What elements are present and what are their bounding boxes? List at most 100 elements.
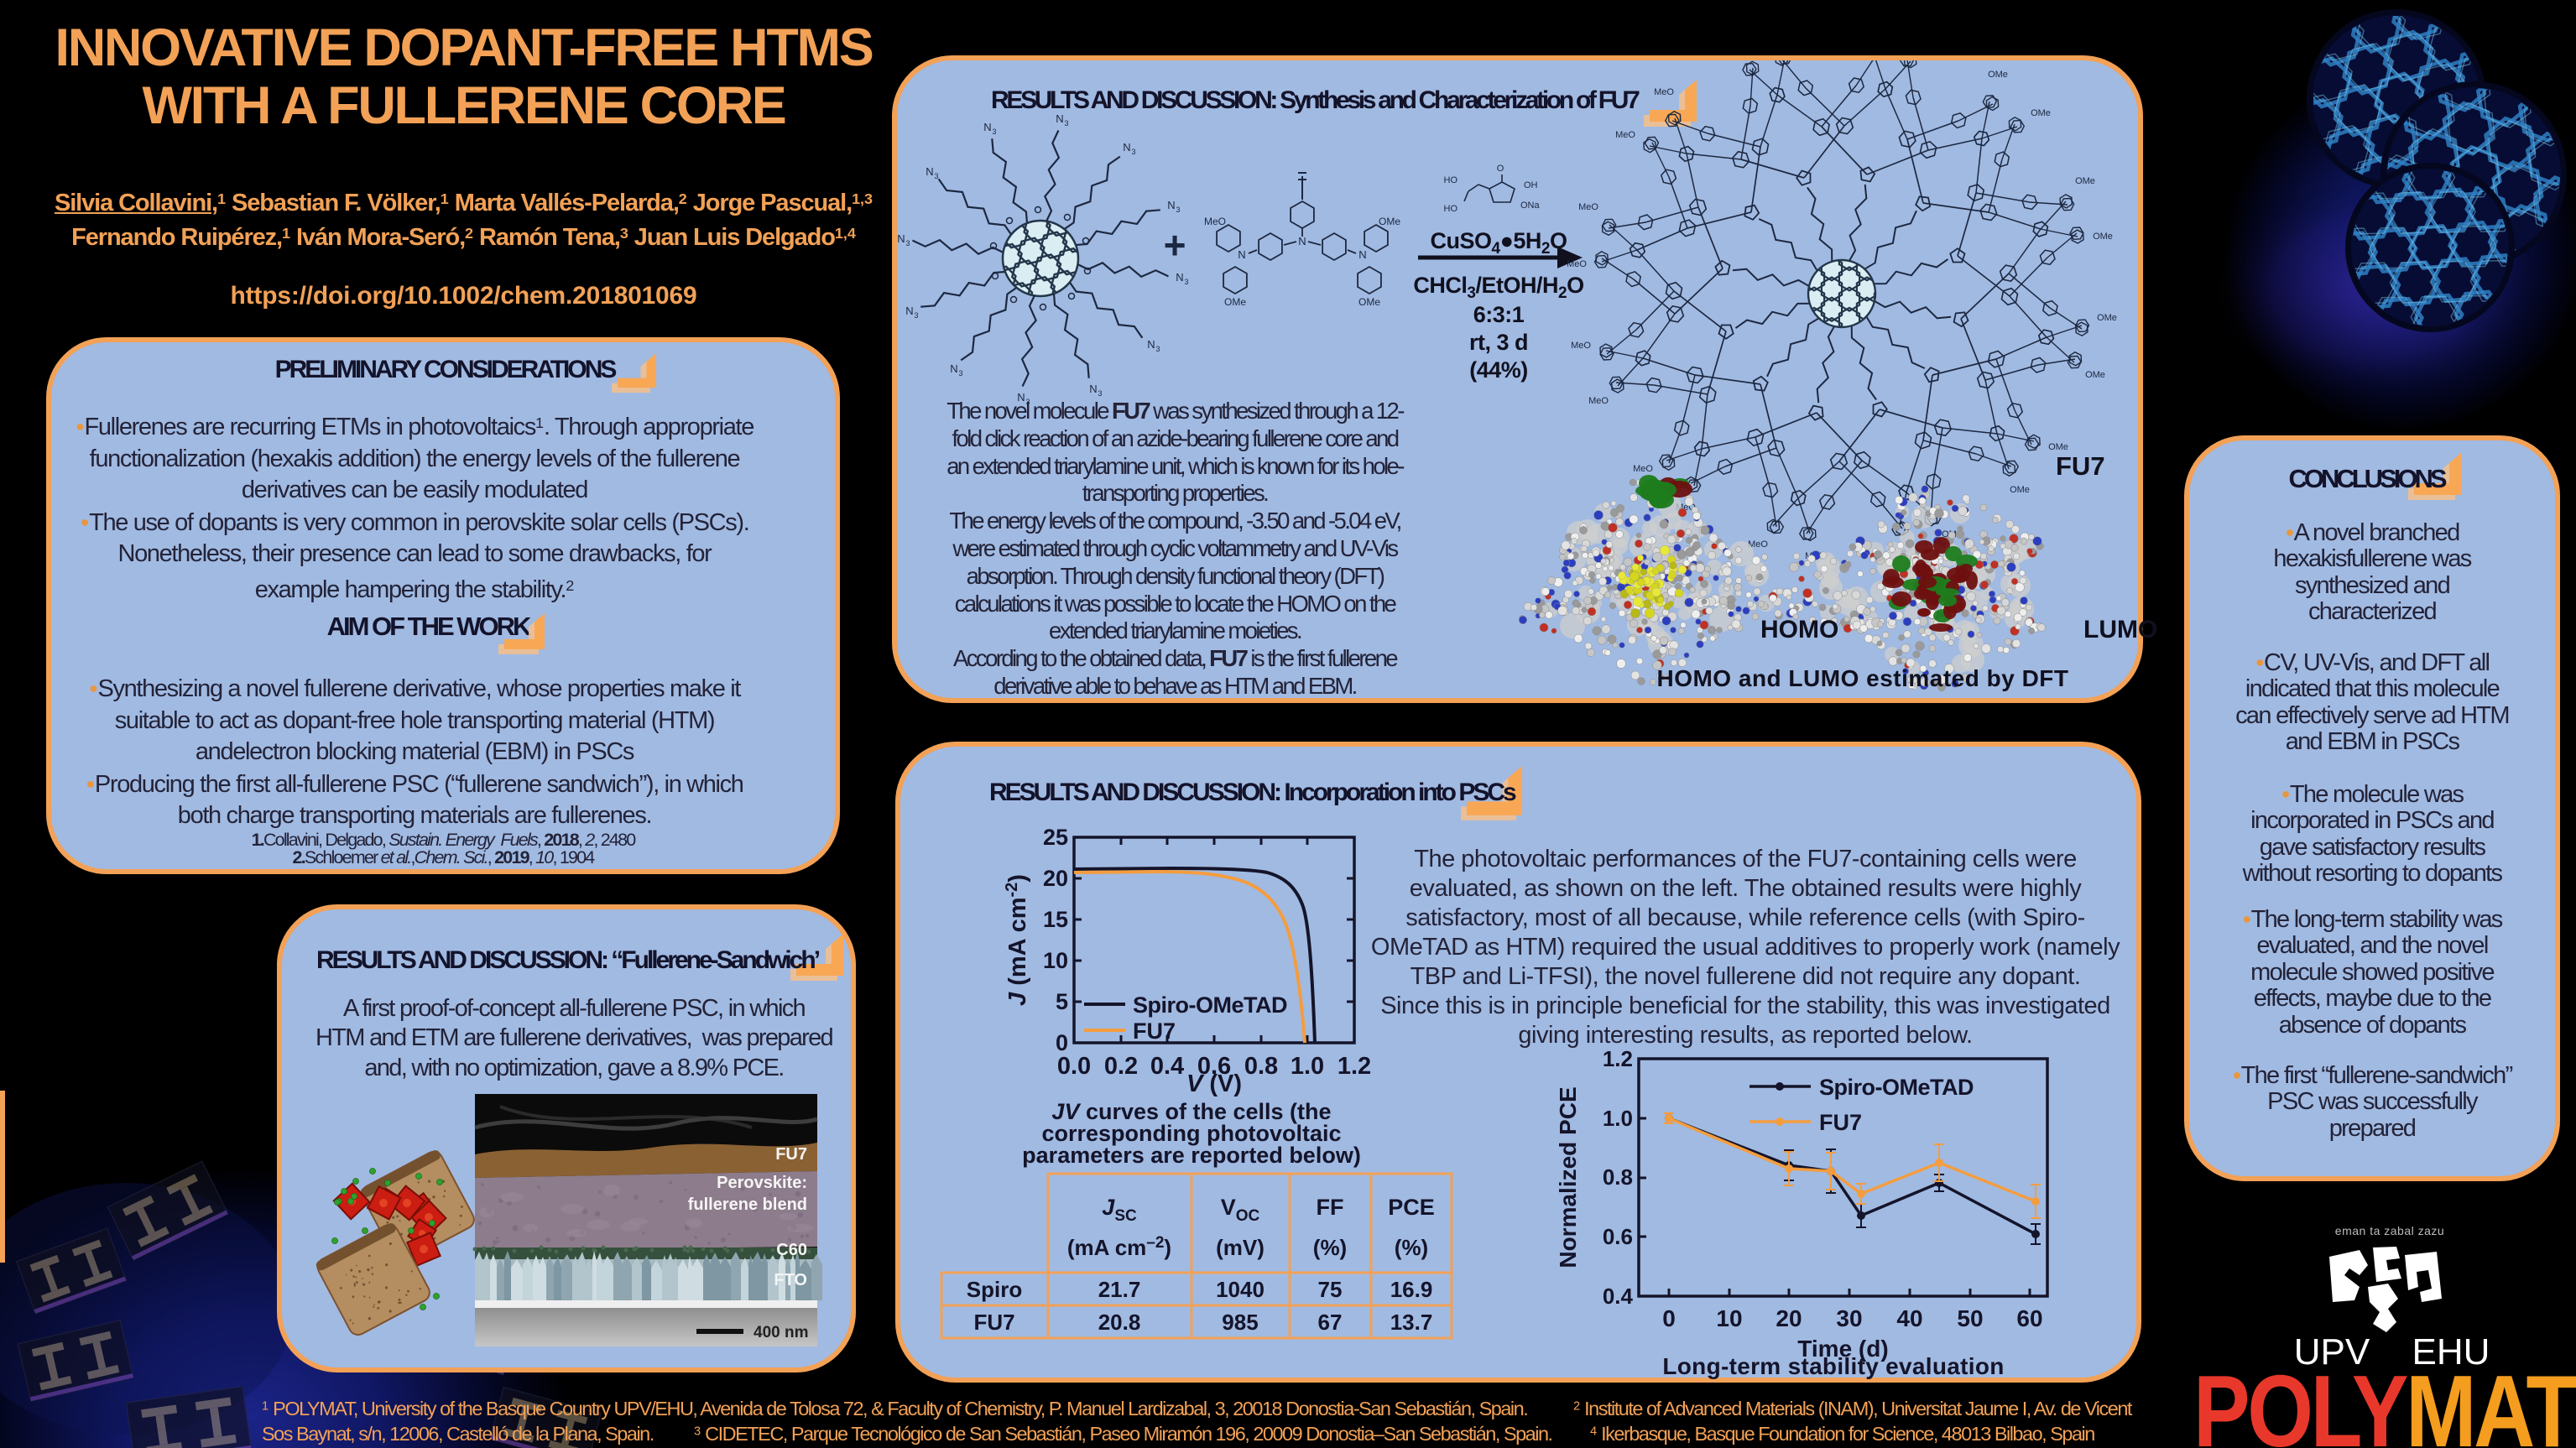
svg-text:O: O — [1497, 164, 1504, 174]
svg-text:MeO: MeO — [1204, 216, 1226, 227]
svg-text:20: 20 — [1776, 1305, 1802, 1331]
svg-text:400 nm: 400 nm — [754, 1324, 808, 1341]
svg-text:21.7: 21.7 — [1098, 1277, 1141, 1302]
svg-text:0.8: 0.8 — [1244, 1053, 1278, 1080]
svg-text:N: N — [1298, 235, 1306, 247]
svg-text:OMe: OMe — [2048, 442, 2068, 452]
svg-text:3: 3 — [1176, 206, 1180, 214]
svg-text:N: N — [1358, 248, 1366, 261]
svg-text:MeO: MeO — [1654, 87, 1674, 97]
svg-text:J (mA cm-2): J (mA cm-2) — [1003, 874, 1031, 1006]
svg-text:FTO: FTO — [774, 1271, 807, 1289]
svg-text:OMe: OMe — [1379, 216, 1400, 227]
svg-text:OMe: OMe — [1988, 70, 2008, 80]
svg-text:3: 3 — [1155, 345, 1160, 353]
svg-text:10: 10 — [1716, 1305, 1742, 1331]
svg-text:1.2: 1.2 — [1338, 1053, 1371, 1080]
svg-text:1.0: 1.0 — [1291, 1053, 1324, 1080]
svg-text:(mA cm–2): (mA cm–2) — [1067, 1234, 1171, 1260]
svg-text:67: 67 — [1318, 1310, 1343, 1335]
svg-text:C60: C60 — [776, 1241, 807, 1259]
svg-text:0.4: 0.4 — [1603, 1284, 1634, 1309]
svg-text:FU7: FU7 — [973, 1310, 1014, 1335]
svg-text:CuSO4●5H2O: CuSO4●5H2O — [1430, 228, 1567, 258]
svg-text:0.6: 0.6 — [1603, 1224, 1633, 1249]
svg-text:EHU: EHU — [2412, 1331, 2490, 1372]
svg-text:1040: 1040 — [1216, 1277, 1265, 1302]
svg-text:JV curves of the cells (the: JV curves of the cells (the — [1051, 1099, 1331, 1124]
svg-text:N: N — [950, 362, 957, 375]
svg-text:FU7: FU7 — [1819, 1110, 1862, 1135]
svg-text:3: 3 — [905, 239, 910, 247]
svg-text:N: N — [1238, 248, 1245, 261]
svg-text:N: N — [1123, 141, 1130, 154]
svg-text:OMe: OMe — [1358, 296, 1380, 308]
svg-text:Time (d): Time (d) — [1797, 1336, 1888, 1362]
svg-text:FF: FF — [1317, 1195, 1344, 1220]
svg-text:Normalized PCE: Normalized PCE — [1555, 1086, 1581, 1268]
svg-text:3: 3 — [958, 369, 962, 378]
svg-text:N: N — [1167, 199, 1175, 211]
svg-text:OH: OH — [1524, 180, 1538, 190]
svg-text:HO: HO — [1444, 175, 1458, 185]
svg-text:+: + — [1164, 223, 1186, 267]
svg-text:MeO: MeO — [1748, 539, 1768, 550]
svg-text:JSC: JSC — [1102, 1195, 1137, 1225]
svg-text:6:3:1: 6:3:1 — [1473, 302, 1525, 327]
svg-text:985: 985 — [1222, 1310, 1258, 1335]
svg-text:3: 3 — [1098, 389, 1102, 398]
svg-text:HOMO: HOMO — [1760, 616, 1838, 643]
svg-text:HO: HO — [1444, 204, 1458, 214]
svg-text:MeO: MeO — [1777, 25, 1797, 35]
svg-text:3: 3 — [934, 172, 938, 180]
svg-text:CHCl3/EtOH/H2O: CHCl3/EtOH/H2O — [1413, 273, 1583, 302]
svg-text:N: N — [1089, 383, 1097, 395]
svg-text:0.4: 0.4 — [1150, 1053, 1184, 1080]
svg-text:N: N — [1017, 391, 1025, 404]
svg-text:(%): (%) — [1395, 1235, 1428, 1260]
svg-text:30: 30 — [1836, 1305, 1862, 1331]
svg-text:MeO: MeO — [1722, 43, 1742, 53]
svg-text:N: N — [897, 232, 905, 245]
svg-text:FU7: FU7 — [1133, 1018, 1176, 1044]
svg-text:MeO: MeO — [1588, 396, 1609, 406]
svg-text:N: N — [926, 165, 933, 178]
svg-text:OMe: OMe — [2031, 108, 2051, 118]
svg-text:fullerene blend: fullerene blend — [688, 1195, 807, 1214]
svg-text:0.2: 0.2 — [1104, 1053, 1138, 1080]
svg-text:40: 40 — [1896, 1305, 1922, 1331]
svg-text:MeO: MeO — [1567, 259, 1587, 269]
svg-text:FU7: FU7 — [775, 1145, 807, 1164]
svg-text:eman ta zabal zazu: eman ta zabal zazu — [2335, 1224, 2444, 1237]
svg-text:Long-term stability evaluatio: Long-term stability evaluation — [1662, 1353, 2004, 1379]
svg-text:75: 75 — [1318, 1277, 1343, 1302]
svg-text:MeO: MeO — [1633, 464, 1653, 474]
svg-text:0.8: 0.8 — [1603, 1164, 1633, 1190]
svg-text:parameters are reported below): parameters are reported below) — [1022, 1143, 1361, 1168]
svg-text:(%): (%) — [1313, 1235, 1347, 1260]
svg-text:50: 50 — [1957, 1305, 1983, 1331]
svg-text:OMe: OMe — [2010, 485, 2030, 495]
svg-text:ONa: ONa — [1520, 201, 1541, 211]
svg-text:N: N — [1056, 112, 1063, 125]
svg-text:20: 20 — [1043, 866, 1068, 891]
svg-text:UPV: UPV — [2294, 1331, 2370, 1372]
svg-text:3: 3 — [1131, 148, 1135, 156]
svg-text:LUMO: LUMO — [2083, 616, 2157, 643]
svg-text:1.2: 1.2 — [1603, 1046, 1633, 1071]
svg-text:OMe: OMe — [1916, 33, 1936, 43]
svg-text:Spiro-OMeTAD: Spiro-OMeTAD — [1133, 992, 1287, 1018]
svg-text:0.0: 0.0 — [1057, 1053, 1091, 1080]
svg-text:Spiro-OMeTAD: Spiro-OMeTAD — [1819, 1075, 1974, 1100]
svg-text:Spiro: Spiro — [967, 1277, 1022, 1302]
svg-text:OMe: OMe — [1859, 21, 1879, 31]
svg-text:N: N — [1176, 271, 1183, 284]
svg-text:N: N — [905, 305, 913, 317]
svg-text:3: 3 — [992, 128, 996, 136]
svg-text:5: 5 — [1056, 989, 1068, 1014]
svg-text:(mV): (mV) — [1216, 1235, 1265, 1260]
svg-text:PCE: PCE — [1388, 1195, 1435, 1220]
svg-text:MeO: MeO — [1571, 341, 1591, 351]
svg-text:corresponding photovoltaic: corresponding photovoltaic — [1041, 1121, 1341, 1146]
svg-text:3: 3 — [1025, 398, 1030, 406]
